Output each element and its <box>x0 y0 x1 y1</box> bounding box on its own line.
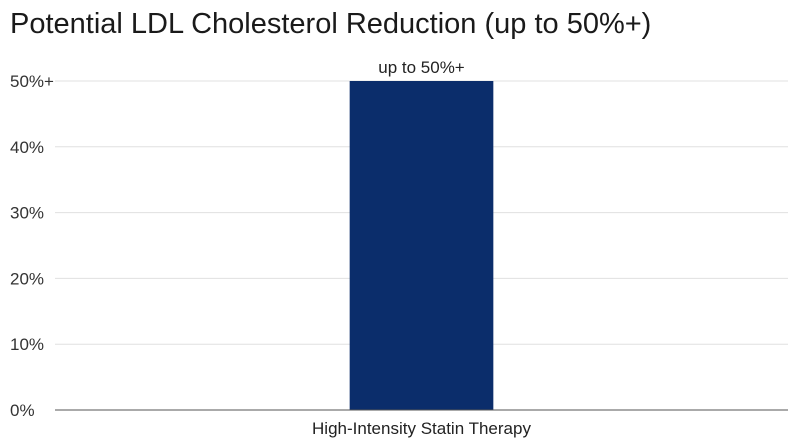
y-tick-label: 30% <box>10 204 44 223</box>
y-axis-ticks: 0% 10% 20% 30% 40% 50%+ <box>10 72 54 420</box>
y-tick-label: 40% <box>10 138 44 157</box>
chart-title: Potential LDL Cholesterol Reduction (up … <box>10 8 652 40</box>
bar <box>349 81 494 410</box>
x-category-label: High-Intensity Statin Therapy <box>312 419 531 438</box>
bar-data-label: up to 50%+ <box>378 58 465 77</box>
y-tick-label: 10% <box>10 335 44 354</box>
y-tick-label: 20% <box>10 269 44 288</box>
x-axis-labels: High-Intensity Statin Therapy <box>312 419 531 438</box>
y-tick-label: 50%+ <box>10 72 54 91</box>
y-tick-label: 0% <box>10 401 35 420</box>
bars: up to 50%+ <box>349 58 494 410</box>
